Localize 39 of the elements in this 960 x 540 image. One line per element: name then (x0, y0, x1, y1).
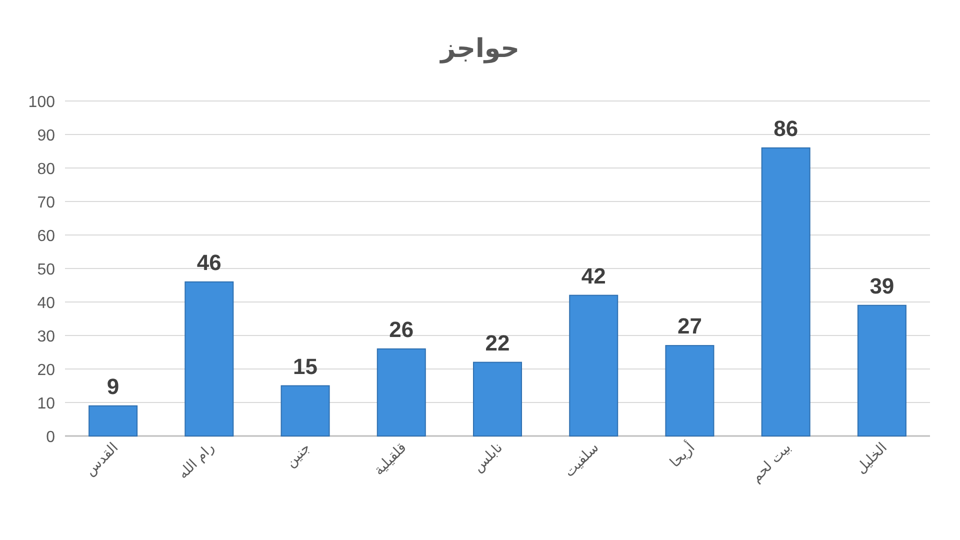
y-tick-label: 0 (46, 429, 56, 446)
data-label: 22 (485, 330, 510, 356)
data-label: 86 (774, 116, 798, 141)
data-label: 15 (293, 354, 318, 379)
bar (665, 345, 714, 436)
y-tick-label: 100 (28, 94, 56, 111)
bar (376, 348, 426, 436)
bar (184, 281, 234, 436)
y-tick-label: 90 (37, 128, 56, 144)
bar (569, 294, 618, 436)
y-tick-label: 10 (37, 396, 56, 412)
x-tick-label: سلفيت (561, 440, 602, 480)
y-tick-label: 40 (37, 295, 56, 312)
x-tick-label: الخليل (853, 440, 890, 478)
data-label: 39 (870, 273, 894, 298)
data-label: 42 (581, 263, 606, 288)
bar (280, 385, 330, 436)
x-tick-label: القدس (82, 440, 122, 480)
data-label: 46 (196, 250, 222, 275)
bar (857, 304, 906, 436)
x-tick-label: قلقيلية (370, 440, 410, 479)
data-label: 27 (677, 314, 702, 339)
data-label: 9 (106, 374, 120, 399)
y-tick-label: 50 (37, 262, 56, 278)
data-label: 26 (389, 316, 414, 342)
x-tick-label: رام الله (175, 440, 218, 482)
y-tick-label: 20 (37, 362, 56, 379)
x-tick-label: أريحا (666, 438, 698, 471)
bar (761, 147, 810, 436)
chart-title: حواجز (438, 34, 520, 64)
y-tick-label: 80 (37, 161, 56, 178)
y-tick-label: 70 (37, 194, 56, 212)
y-tick-label: 30 (37, 328, 56, 346)
y-tick-label: 60 (37, 228, 56, 245)
x-tick-label: نابلس (470, 440, 506, 476)
bar (473, 362, 522, 436)
x-tick-label: بيت لحم (748, 440, 794, 486)
x-tick-label: جنين (282, 440, 314, 471)
bar (88, 405, 138, 436)
